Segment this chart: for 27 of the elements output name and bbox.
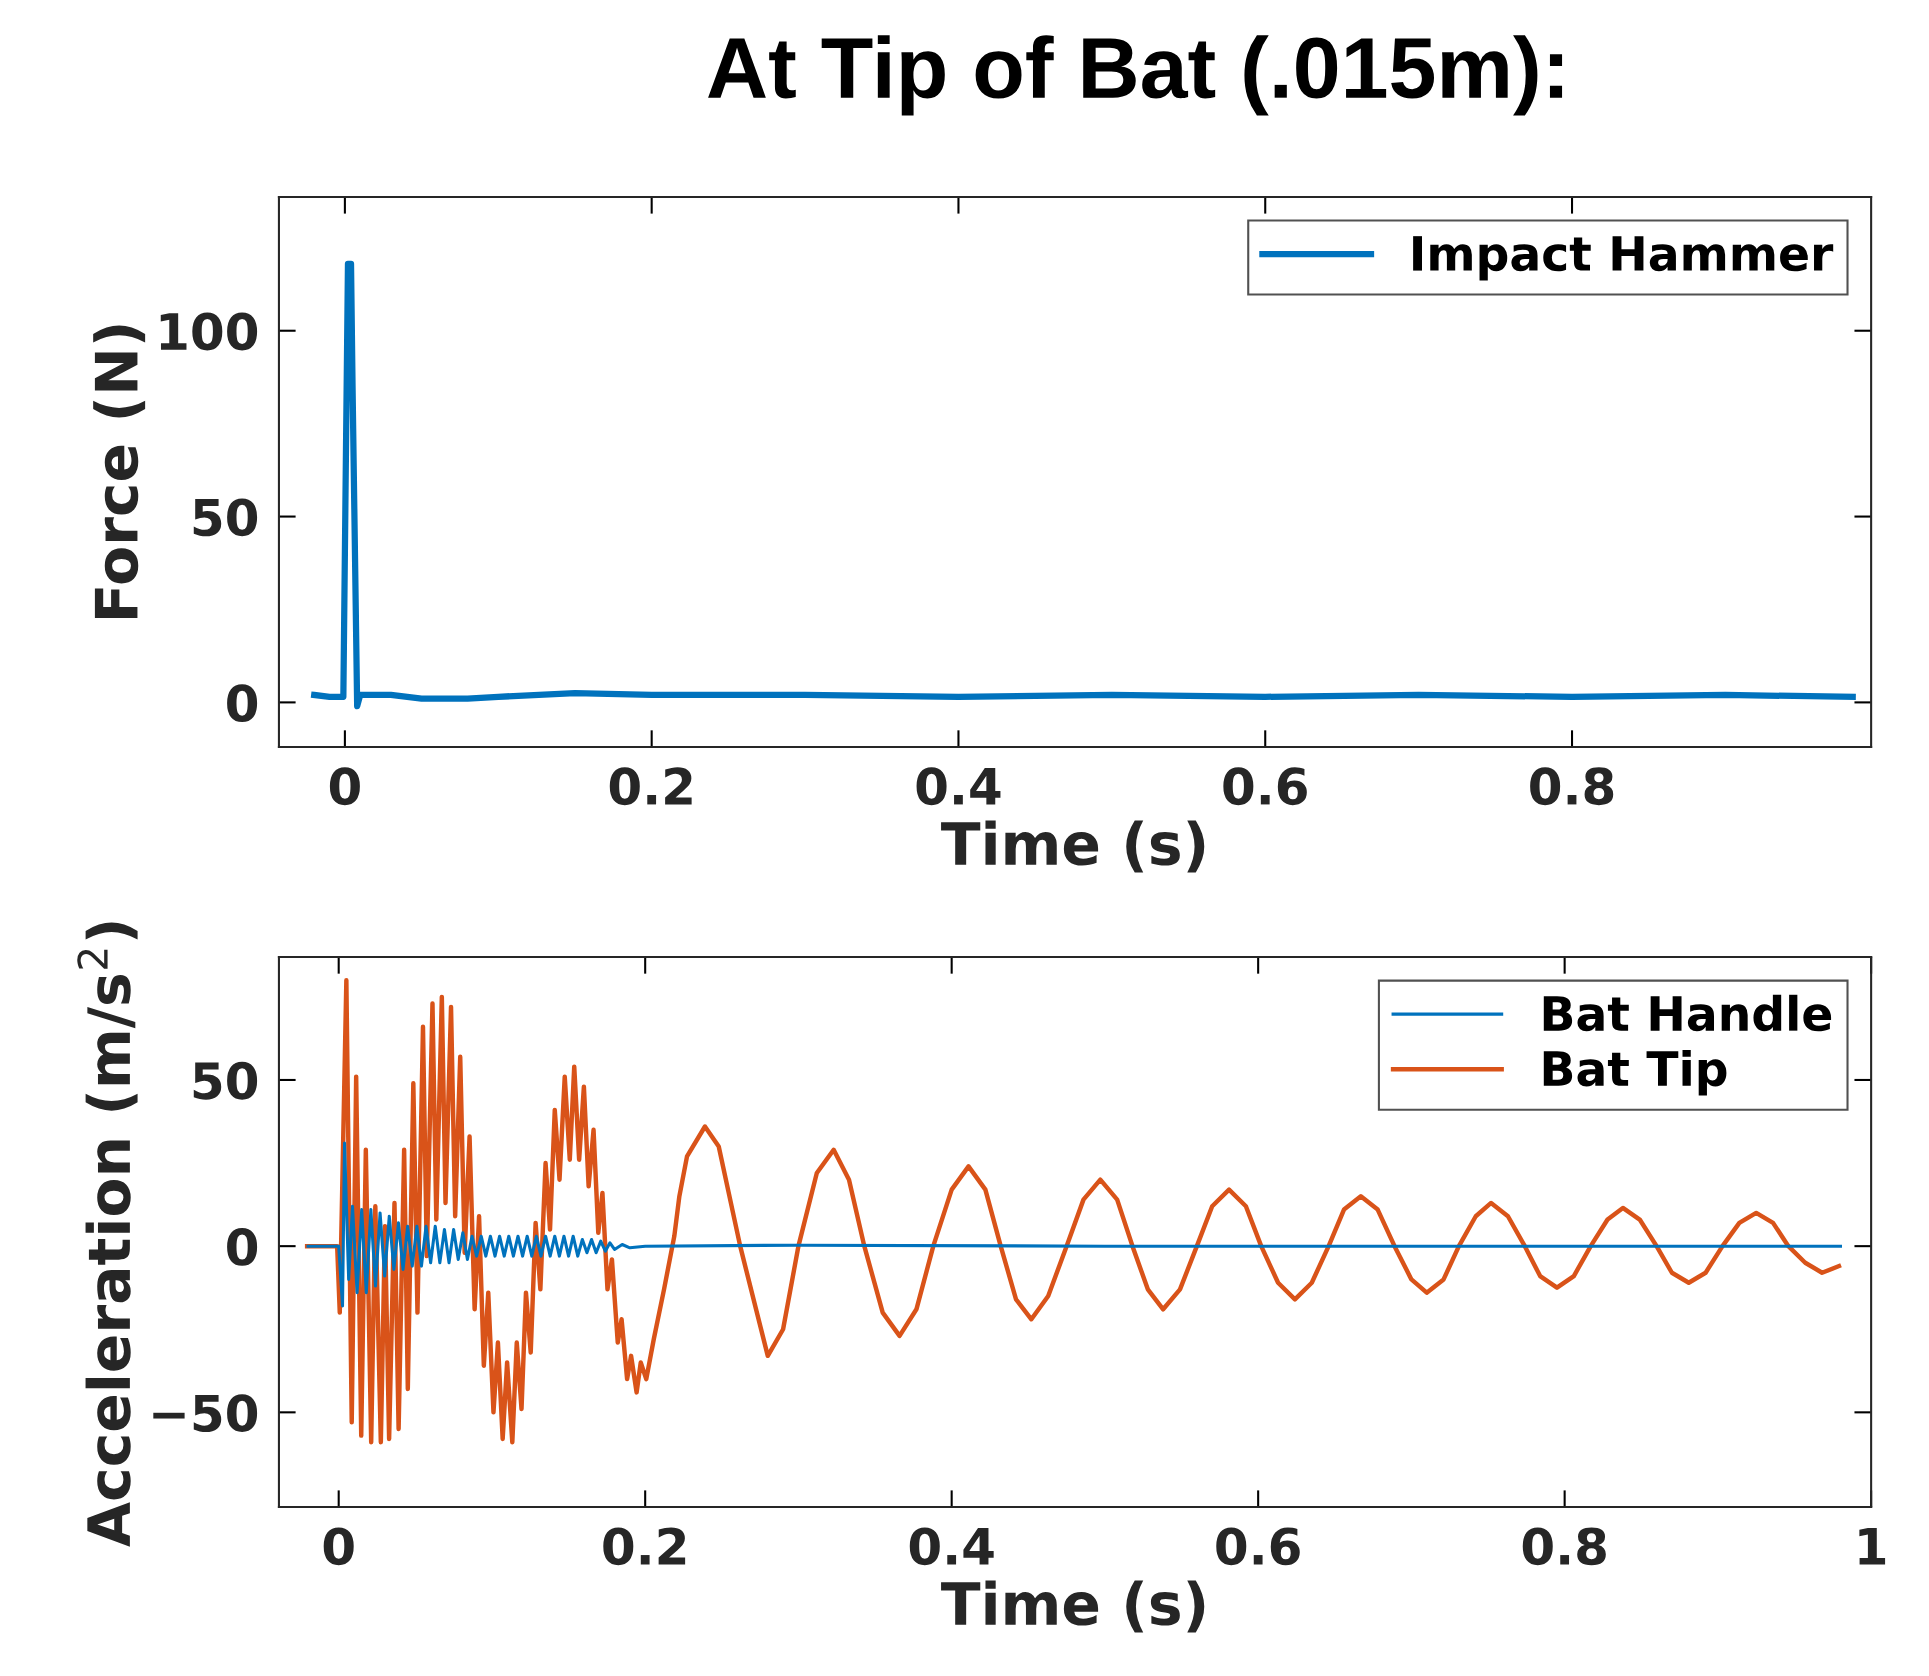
- chart-title: At Tip of Bat (.015m):: [708, 35, 1563, 116]
- x-tick-label: 0: [329, 767, 360, 806]
- y-tick-label: 100: [160, 312, 258, 351]
- y-axis-title: Acceleration (m/s$^{2}$): [77, 922, 138, 1547]
- x-tick-label: 1: [1859, 1528, 1886, 1565]
- x-axis-title: Time (s): [941, 1580, 1205, 1633]
- x-tick-label: 0.4: [909, 1527, 994, 1566]
- x-tick-label: 0.6: [1216, 1527, 1300, 1566]
- line-series: [306, 1141, 1843, 1308]
- x-tick-label: 0.2: [609, 767, 692, 806]
- x-tick-label: 0.6: [1223, 767, 1307, 806]
- line-series: [304, 978, 1842, 1445]
- x-tick-label: 0: [323, 1527, 354, 1566]
- y-tick-label: 50: [193, 498, 258, 537]
- x-tick-label: 0.8: [1530, 767, 1614, 806]
- y-tick-label: 50: [193, 1061, 258, 1100]
- x-tick-label: 0.2: [603, 1527, 686, 1566]
- x-tick-label: 0.8: [1522, 1527, 1606, 1566]
- legend-label: Bat Handle: [1543, 994, 1832, 1032]
- x-tick-label: 0.4: [916, 767, 1001, 806]
- legend-label: Bat Tip: [1543, 1049, 1727, 1096]
- y-axis-title: Force (N): [93, 325, 146, 619]
- y-tick-label: −50: [153, 1394, 258, 1433]
- y-tick-label: 0: [227, 1228, 258, 1266]
- legend-label: Impact Hammer: [1413, 236, 1834, 281]
- y-tick-label: 0: [227, 684, 258, 723]
- x-axis-title: Time (s): [941, 820, 1205, 873]
